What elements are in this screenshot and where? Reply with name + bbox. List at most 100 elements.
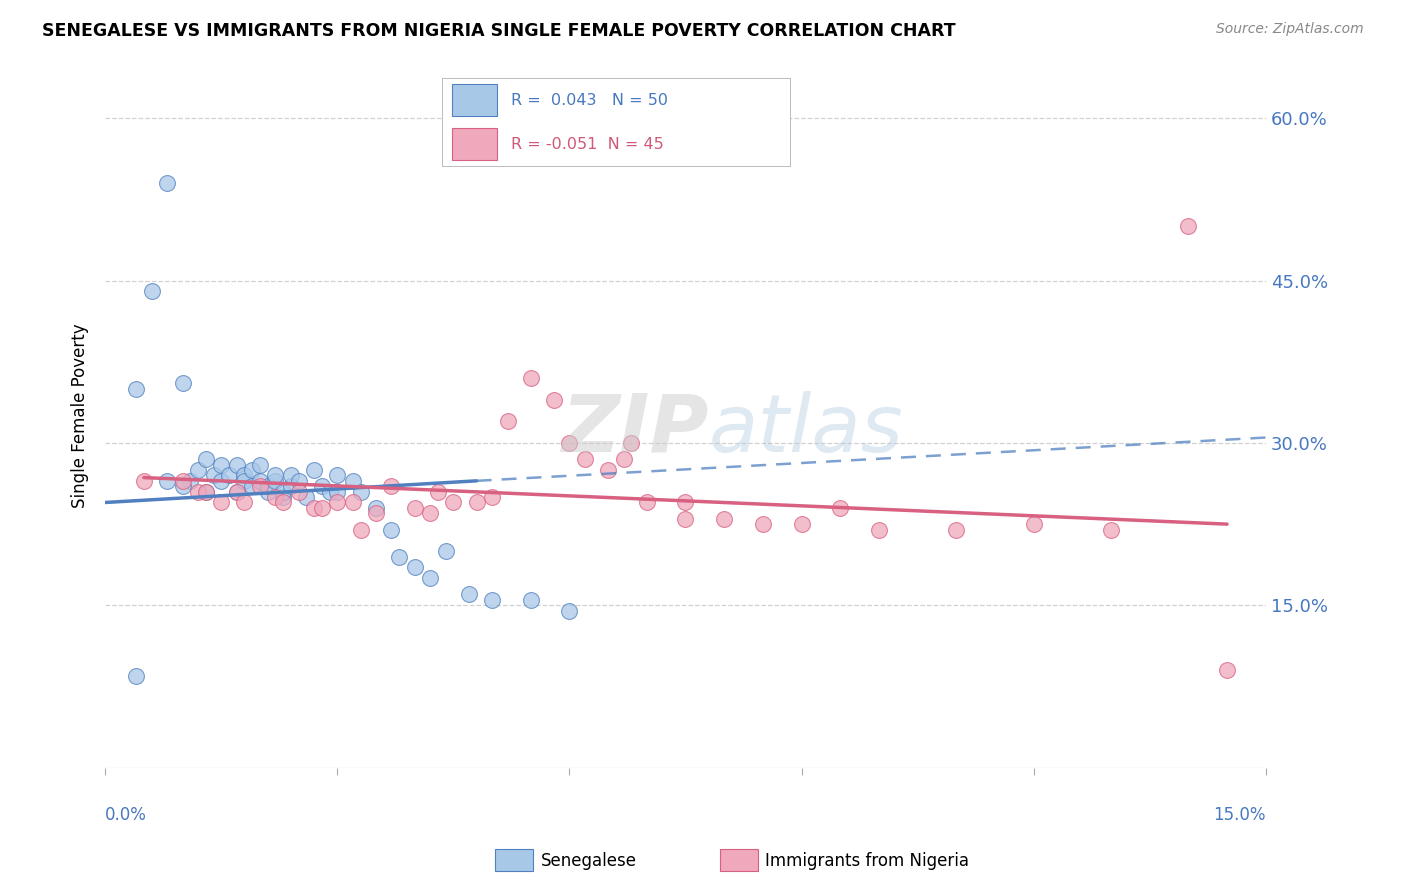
Point [1022, 517, 1045, 532]
Point [271, 495, 294, 509]
Text: Source: ZipAtlas.com: Source: ZipAtlas.com [1216, 22, 1364, 37]
Point [156, 474, 179, 488]
Point [194, 484, 217, 499]
Text: atlas: atlas [709, 391, 904, 469]
Point [311, 479, 333, 493]
Point [225, 484, 247, 499]
Point [187, 463, 209, 477]
Point [419, 571, 441, 585]
Point [713, 512, 735, 526]
Point [1099, 523, 1122, 537]
Point [264, 474, 287, 488]
Point [156, 176, 179, 190]
Point [326, 495, 349, 509]
Text: Immigrants from Nigeria: Immigrants from Nigeria [765, 852, 969, 871]
Point [519, 371, 541, 385]
Point [233, 468, 256, 483]
Point [868, 523, 890, 537]
Point [141, 285, 163, 299]
Point [295, 490, 318, 504]
Point [481, 490, 503, 504]
Point [457, 587, 479, 601]
Text: Senegalese: Senegalese [540, 852, 637, 871]
Point [125, 668, 148, 682]
Point [830, 500, 852, 515]
Point [318, 484, 340, 499]
Point [481, 593, 503, 607]
Point [342, 495, 364, 509]
Point [404, 560, 426, 574]
Point [388, 549, 411, 564]
Point [404, 500, 426, 515]
Point [225, 458, 247, 472]
Point [240, 463, 263, 477]
Point [302, 463, 325, 477]
Point [194, 484, 217, 499]
Point [302, 500, 325, 515]
Text: 0.0%: 0.0% [105, 806, 148, 824]
Point [342, 474, 364, 488]
Point [558, 604, 581, 618]
Point [264, 490, 287, 504]
Point [179, 474, 201, 488]
Point [441, 495, 464, 509]
Point [465, 495, 488, 509]
Point [249, 458, 271, 472]
Point [218, 468, 240, 483]
Point [620, 436, 643, 450]
Point [790, 517, 813, 532]
Point [364, 506, 387, 520]
Point [249, 479, 271, 493]
Point [380, 479, 402, 493]
Point [496, 414, 519, 428]
Point [349, 484, 371, 499]
Point [287, 484, 309, 499]
Point [209, 495, 232, 509]
Point [326, 468, 349, 483]
Point [287, 474, 309, 488]
Point [598, 463, 620, 477]
Point [172, 376, 194, 391]
Point [543, 392, 565, 407]
Point [271, 484, 294, 499]
Point [209, 474, 232, 488]
Point [280, 468, 302, 483]
Point [249, 474, 271, 488]
Text: ZIP: ZIP [561, 391, 709, 469]
Text: SENEGALESE VS IMMIGRANTS FROM NIGERIA SINGLE FEMALE POVERTY CORRELATION CHART: SENEGALESE VS IMMIGRANTS FROM NIGERIA SI… [42, 22, 956, 40]
Point [1177, 219, 1199, 234]
Point [187, 484, 209, 499]
Point [225, 484, 247, 499]
Point [326, 484, 349, 499]
Point [209, 458, 232, 472]
Point [613, 452, 636, 467]
Point [752, 517, 775, 532]
Point [574, 452, 596, 467]
Point [256, 484, 278, 499]
Y-axis label: Single Female Poverty: Single Female Poverty [72, 324, 89, 508]
Point [380, 523, 402, 537]
Point [558, 436, 581, 450]
Point [194, 452, 217, 467]
Point [675, 512, 697, 526]
Point [426, 484, 449, 499]
Point [945, 523, 967, 537]
Point [280, 479, 302, 493]
Point [364, 500, 387, 515]
Point [264, 468, 287, 483]
Point [349, 523, 371, 537]
Point [271, 490, 294, 504]
Text: 15.0%: 15.0% [1213, 806, 1265, 824]
Point [240, 479, 263, 493]
Point [172, 479, 194, 493]
Point [172, 474, 194, 488]
Point [419, 506, 441, 520]
Point [256, 479, 278, 493]
Point [311, 500, 333, 515]
Point [125, 382, 148, 396]
Point [675, 495, 697, 509]
Point [434, 544, 457, 558]
Point [132, 474, 155, 488]
Point [233, 474, 256, 488]
Point [202, 468, 225, 483]
